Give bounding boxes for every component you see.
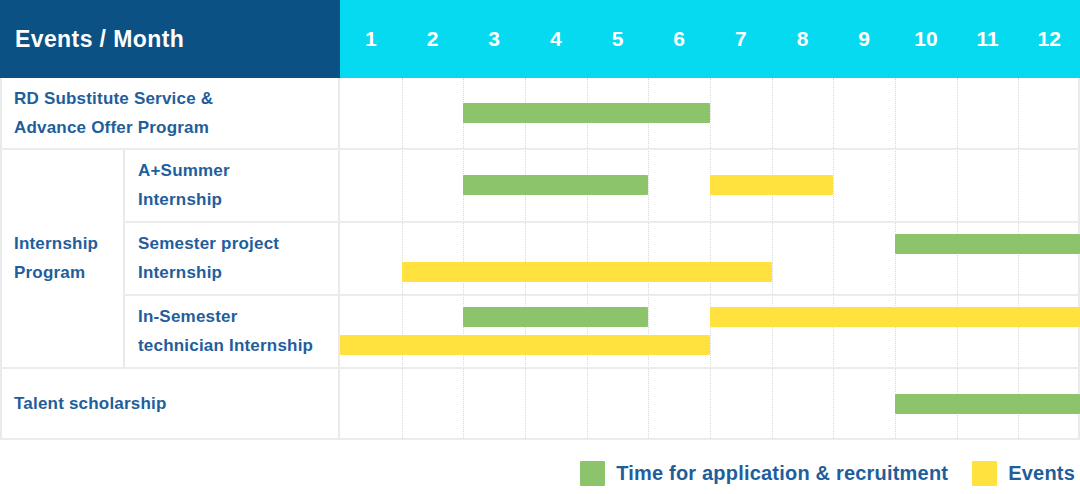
- bar-event: [402, 262, 772, 282]
- bar-event: [710, 175, 833, 195]
- month-label: 10: [895, 0, 957, 78]
- gantt-chart: Events / Month 123456789101112 RD Substi…: [0, 0, 1080, 494]
- bar-event: [710, 307, 1080, 327]
- month-label: 11: [957, 0, 1019, 78]
- legend-item: Time for application & recruitment: [580, 461, 948, 486]
- month-label: 3: [463, 0, 525, 78]
- table-corner-header: Events / Month: [0, 0, 340, 78]
- gantt-body: RD Substitute Service & Advance Offer Pr…: [0, 78, 1080, 440]
- gantt-row: In-Semester technician Internship: [0, 294, 1080, 367]
- month-label: 2: [402, 0, 464, 78]
- month-label: 4: [525, 0, 587, 78]
- gantt-row: A+Summer Internship: [0, 148, 1080, 221]
- month-label: 9: [833, 0, 895, 78]
- row-label: Semester project Internship: [138, 221, 279, 294]
- bar-recruitment: [895, 394, 1080, 414]
- gantt-row: RD Substitute Service & Advance Offer Pr…: [0, 78, 1080, 148]
- legend-swatch-recruitment: [580, 461, 605, 486]
- month-label: 8: [772, 0, 834, 78]
- row-label: Talent scholarship: [14, 367, 167, 440]
- month-header-row: 123456789101112: [340, 0, 1080, 78]
- page-title: Events / Month: [15, 26, 184, 53]
- gantt-row: Talent scholarship: [0, 367, 1080, 440]
- legend-label: Events: [1008, 462, 1075, 485]
- row-label: RD Substitute Service & Advance Offer Pr…: [14, 78, 213, 148]
- legend-swatch-event: [972, 461, 997, 486]
- month-label: 6: [648, 0, 710, 78]
- bar-recruitment: [463, 307, 648, 327]
- month-label: 12: [1018, 0, 1080, 78]
- bar-recruitment: [895, 234, 1080, 254]
- month-label: 7: [710, 0, 772, 78]
- month-label: 1: [340, 0, 402, 78]
- legend-label: Time for application & recruitment: [616, 462, 948, 485]
- legend-item: Events: [972, 461, 1075, 486]
- bar-recruitment: [463, 175, 648, 195]
- row-label: In-Semester technician Internship: [138, 294, 313, 367]
- bar-recruitment: [463, 103, 710, 123]
- gantt-row: Semester project Internship: [0, 221, 1080, 294]
- month-label: 5: [587, 0, 649, 78]
- row-label: A+Summer Internship: [138, 148, 230, 221]
- legend: Time for application & recruitment Events: [0, 440, 1080, 494]
- bar-event: [340, 335, 710, 355]
